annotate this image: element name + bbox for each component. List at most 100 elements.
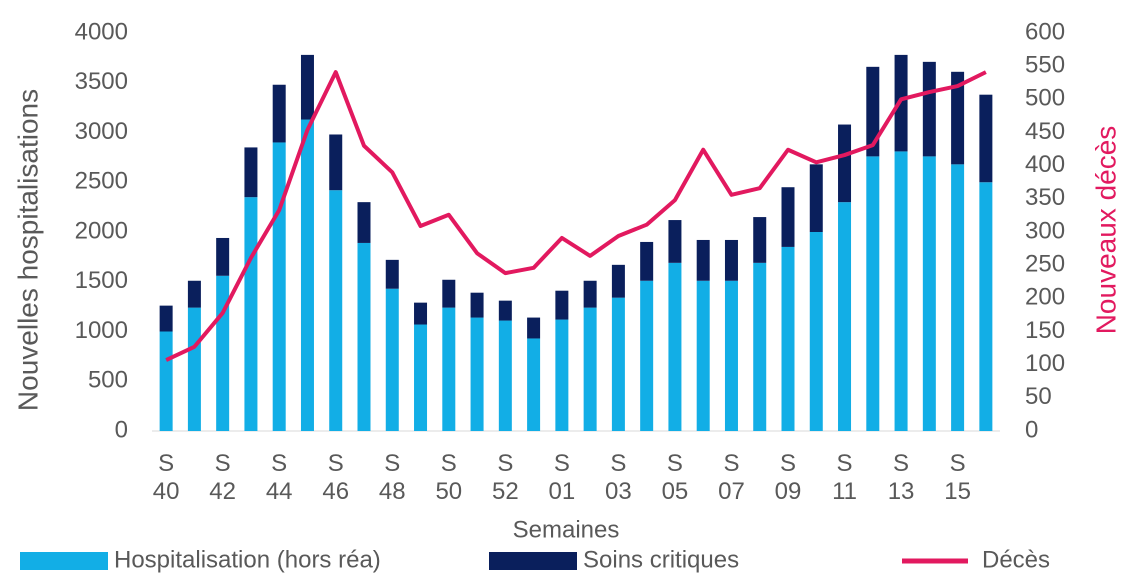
bar — [244, 197, 258, 431]
x-tick-label: S 50 — [435, 450, 463, 505]
y2-tick-label: 450 — [1025, 118, 1065, 145]
x-tick-label: S 05 — [661, 450, 689, 505]
bar — [866, 156, 880, 431]
bar — [668, 262, 682, 431]
y2-tick-label: 300 — [1025, 217, 1065, 244]
bar — [357, 202, 371, 243]
y2-tick-label: 0 — [1025, 416, 1038, 443]
y-tick-label: 3000 — [75, 118, 128, 145]
bar — [922, 156, 936, 431]
bar — [724, 239, 738, 281]
y2-tick-label: 50 — [1025, 383, 1052, 410]
y2-tick-label: 200 — [1025, 284, 1065, 311]
bar — [951, 71, 965, 165]
bar — [611, 264, 625, 298]
x-tick-label: S 07 — [718, 450, 745, 505]
bar — [300, 54, 314, 120]
x-tick-label: S 03 — [605, 450, 632, 505]
legend-label: Soins critiques — [583, 546, 739, 573]
bar — [470, 292, 484, 318]
bar — [781, 187, 795, 247]
bar — [527, 338, 541, 431]
bar — [470, 317, 484, 431]
line — [165, 70, 987, 362]
y-tick-label: 500 — [88, 367, 128, 394]
bar — [894, 54, 908, 152]
y-tick-label: 3500 — [75, 68, 128, 95]
bar — [216, 237, 230, 276]
bar — [979, 94, 993, 183]
bar — [244, 147, 258, 198]
bar — [329, 134, 343, 191]
bar — [498, 320, 512, 431]
x-tick-label: S 01 — [548, 450, 576, 505]
x-tick-label: S 52 — [491, 450, 519, 505]
bar — [272, 84, 286, 143]
bar — [555, 319, 569, 431]
y2-tick-label: 250 — [1025, 251, 1065, 278]
y2-tick-label: 100 — [1025, 350, 1065, 377]
bar — [838, 202, 852, 431]
y-tick-label: 0 — [115, 416, 128, 443]
y-tick-label: 2000 — [75, 217, 128, 244]
bar — [159, 305, 173, 332]
bar — [809, 232, 823, 431]
x-tick-label: S 15 — [944, 450, 971, 505]
bar — [414, 324, 428, 431]
bar — [866, 66, 880, 157]
bar — [442, 279, 456, 308]
x-tick-label: S 48 — [378, 450, 406, 505]
legend-label: Hospitalisation (hors réa) — [114, 546, 381, 573]
y2-tick-label: 350 — [1025, 184, 1065, 211]
bar — [583, 307, 597, 431]
y2-axis-label: Nouveaux décès — [1090, 126, 1121, 335]
y-tick-label: 1500 — [75, 267, 128, 294]
bar — [498, 300, 512, 321]
y-tick-label: 4000 — [75, 18, 128, 45]
y2-tick-label: 600 — [1025, 18, 1065, 45]
bar — [696, 239, 710, 281]
y-tick-label: 2500 — [75, 168, 128, 195]
bar — [724, 280, 738, 431]
x-tick-label: S 09 — [774, 450, 802, 505]
bar — [159, 331, 173, 431]
x-tick-label: S 13 — [887, 450, 915, 505]
bar — [385, 259, 399, 289]
bar — [555, 290, 569, 320]
bar — [357, 242, 371, 431]
bar — [385, 288, 399, 431]
bar — [216, 275, 230, 431]
bar — [781, 246, 795, 431]
bar — [979, 182, 993, 431]
bar — [329, 190, 343, 431]
y2-tick-label: 550 — [1025, 52, 1065, 79]
bar — [809, 164, 823, 232]
x-tick-label: S 44 — [265, 450, 293, 505]
bar — [753, 217, 767, 263]
bar — [527, 317, 541, 339]
bar — [753, 262, 767, 431]
bar — [696, 280, 710, 431]
bar — [300, 119, 314, 431]
bar — [668, 220, 682, 263]
x-tick-label: S 42 — [209, 450, 236, 505]
x-tick-label: S 40 — [152, 450, 180, 505]
legend-swatch — [20, 552, 108, 570]
bar — [187, 307, 201, 431]
y2-tick-label: 150 — [1025, 317, 1065, 344]
bar — [951, 164, 965, 431]
y2-tick-label: 400 — [1025, 151, 1065, 178]
bar — [272, 142, 286, 431]
bar — [442, 307, 456, 431]
x-tick-label: S 46 — [322, 450, 350, 505]
legend-label: Décès — [982, 546, 1050, 573]
bar — [640, 280, 654, 431]
x-tick-label: S 11 — [832, 450, 857, 505]
x-axis-label: Semaines — [513, 516, 620, 543]
y-tick-label: 1000 — [75, 317, 128, 344]
bar — [838, 124, 852, 203]
bar — [922, 61, 936, 157]
bar — [414, 302, 428, 325]
